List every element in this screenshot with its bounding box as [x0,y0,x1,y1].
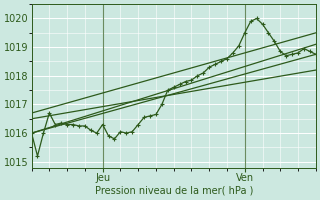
X-axis label: Pression niveau de la mer( hPa ): Pression niveau de la mer( hPa ) [94,186,253,196]
